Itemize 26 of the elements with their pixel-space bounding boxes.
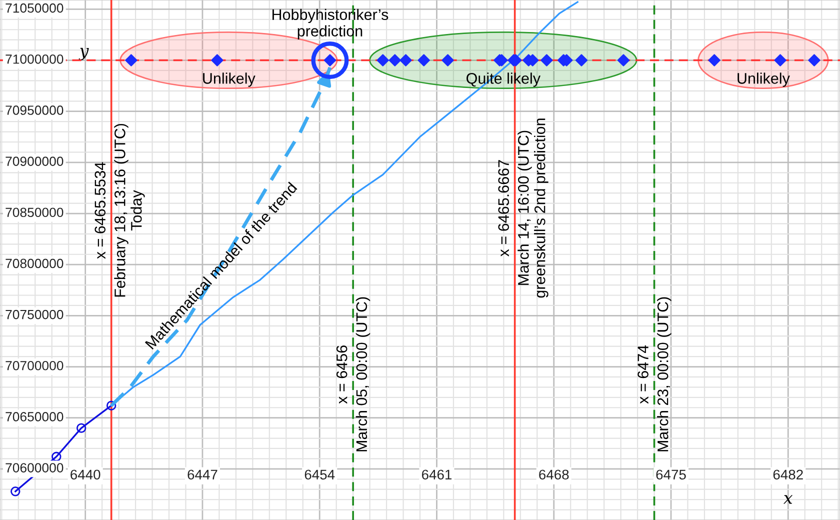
y-tick-label: 70900000 [6, 156, 64, 166]
y-tick-label: 70950000 [6, 106, 64, 115]
ref-line-label: x = 6474 March 23, 00:00 (UTC) [638, 297, 672, 452]
x-tick-label: 6447 [188, 470, 218, 480]
band-label: Unlikely [203, 72, 256, 87]
y-tick-label: 70800000 [6, 258, 64, 268]
y-tick-label: 70700000 [6, 360, 64, 370]
y-tick-label: 70650000 [6, 412, 64, 422]
y-tick-label: 70600000 [6, 463, 64, 472]
y-tick-label: 71050000 [6, 3, 64, 13]
y-tick-label: 70750000 [6, 310, 64, 320]
x-tick-label: 6475 [656, 470, 686, 480]
y-tick-label: 71000000 [6, 54, 64, 64]
y-axis-title: y [78, 48, 89, 60]
x-axis-title: x [783, 495, 793, 504]
x-tick-label: 6468 [539, 470, 569, 480]
y-tick-label: 70850000 [6, 208, 64, 218]
x-tick-label: 6482 [773, 470, 803, 480]
x-tick-label: 6440 [70, 470, 100, 480]
x-tick-label: 6454 [304, 470, 335, 480]
ref-line-label: x = 6456 March 05, 00:00 (UTC) [336, 297, 370, 452]
annotation: x = 6465.5534 February 18, 13:16 (UTC) Today [94, 124, 145, 297]
ref-line-label: x = 6465.6667 March 14, 16:00 (UTC) greenskull’s 2nd prediction [498, 118, 548, 298]
band-label: Unlikely [738, 72, 790, 87]
x-tick-label: 6461 [422, 470, 452, 480]
annotation: Hobbyhistoriker’s prediction [272, 8, 388, 40]
